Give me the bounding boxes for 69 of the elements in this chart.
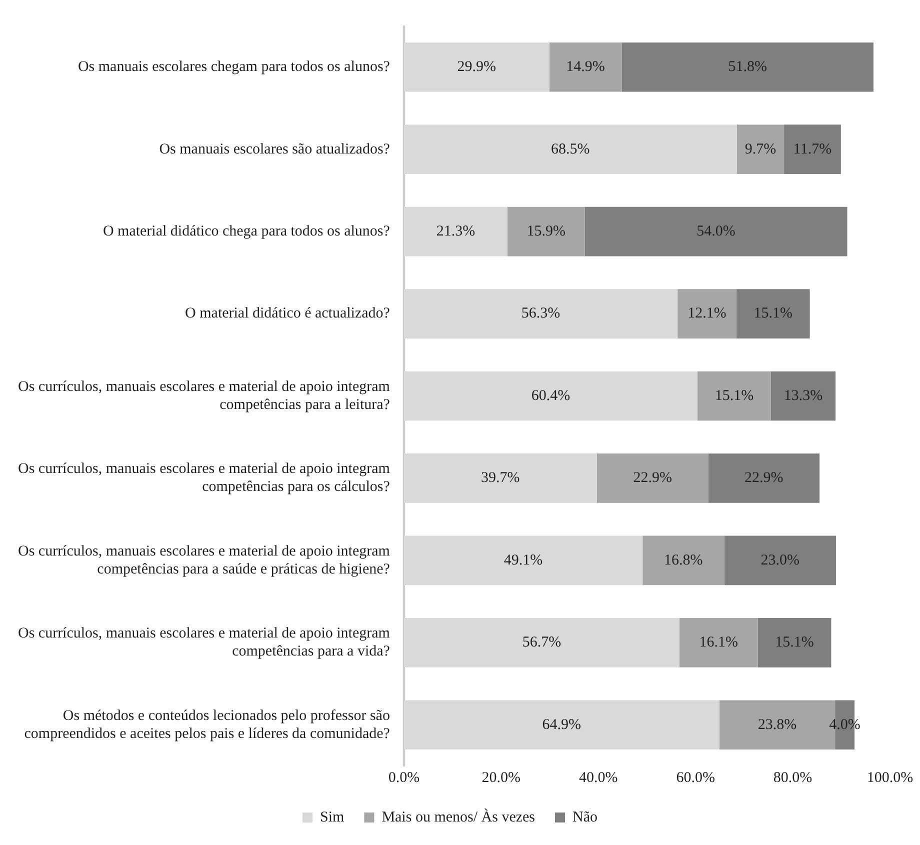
data-label: 56.7% [522,634,562,651]
bar [736,289,810,338]
data-label: 49.1% [504,552,543,568]
y-tick-label: Os manuais escolares chegam para todos os alunos? [78,59,390,76]
data-label: 9.7% [744,141,776,158]
y-tick-label: Os manuais escolares são atualizados? [159,141,390,158]
x-tick-label: 60.0% [676,770,715,786]
data-label: 12.1% [688,306,726,322]
data-label: 68.5% [551,141,590,158]
bar [404,371,698,421]
bar [404,618,680,668]
x-tick-label: 0.0% [388,770,420,786]
x-tick-label: 80.0% [773,770,812,786]
bar [404,289,678,338]
legend-label: Sim [320,809,345,826]
y-tick-label: O material didático é actualizado? [185,306,390,322]
data-label: 11.7% [793,141,832,158]
bar [758,618,832,668]
data-label: 15.1% [714,388,754,404]
bar [404,536,643,586]
bar [708,454,820,503]
data-label: 16.8% [664,552,703,568]
data-label: 60.4% [531,388,570,404]
bar [404,206,508,256]
data-label: 39.7% [481,470,520,486]
data-label: 29.9% [457,59,496,76]
data-label: 22.9% [633,470,672,486]
bar [596,454,708,503]
bar [680,618,758,668]
data-label: 22.9% [744,470,784,486]
bar [678,289,736,338]
data-label: 16.1% [699,634,738,651]
data-label: 15.1% [775,634,814,651]
bar [736,124,784,174]
bar [584,206,848,256]
data-label: 64.9% [542,716,582,733]
x-tick-label: 100.0% [866,770,914,786]
bar [724,536,836,586]
bar [549,42,622,92]
y-tick-label: Os currículos, manuais escolares e material de apoio integram competências para a saúde e práticas de higiene? [18,543,390,578]
y-tick-label: Os currículos, manuais escolares e material de apoio integram competências para a vida? [18,626,390,660]
bar [698,371,771,421]
bar [404,124,737,174]
bar [404,454,597,503]
bar [770,371,836,421]
legend-label: Mais ou menos/ Às vezes [382,808,536,826]
data-label: 14.9% [566,59,605,76]
bar [622,42,874,92]
bar [784,124,841,174]
data-label: 13.3% [784,388,823,404]
data-label: 51.8% [728,59,767,76]
bar [404,700,720,750]
data-label: 15.9% [526,223,566,240]
y-tick-label: O material didático chega para todos os alunos? [102,223,390,240]
data-label: 56.3% [521,306,560,322]
data-label: 15.1% [754,306,792,322]
data-label: 23.8% [758,716,797,733]
y-tick-label: Os métodos e conteúdos lecionados pelo professor são compreendidos e aceites pelos pais e líderes da comunidade? [24,708,390,742]
x-tick-label: 40.0% [578,770,618,786]
y-tick-label: Os currículos, manuais escolares e material de apoio integram competências para a leitura? [18,378,390,413]
data-label: 23.0% [760,552,800,568]
x-tick-label: 20.0% [482,770,521,786]
bar [507,206,585,256]
y-tick-label: Os currículos, manuais escolares e material de apoio integram competências para os cálculos? [18,461,390,496]
data-label: 54.0% [696,223,736,240]
legend-label: Não [572,809,598,826]
bar [642,536,724,586]
bar [404,42,550,92]
data-label: 21.3% [436,223,476,240]
